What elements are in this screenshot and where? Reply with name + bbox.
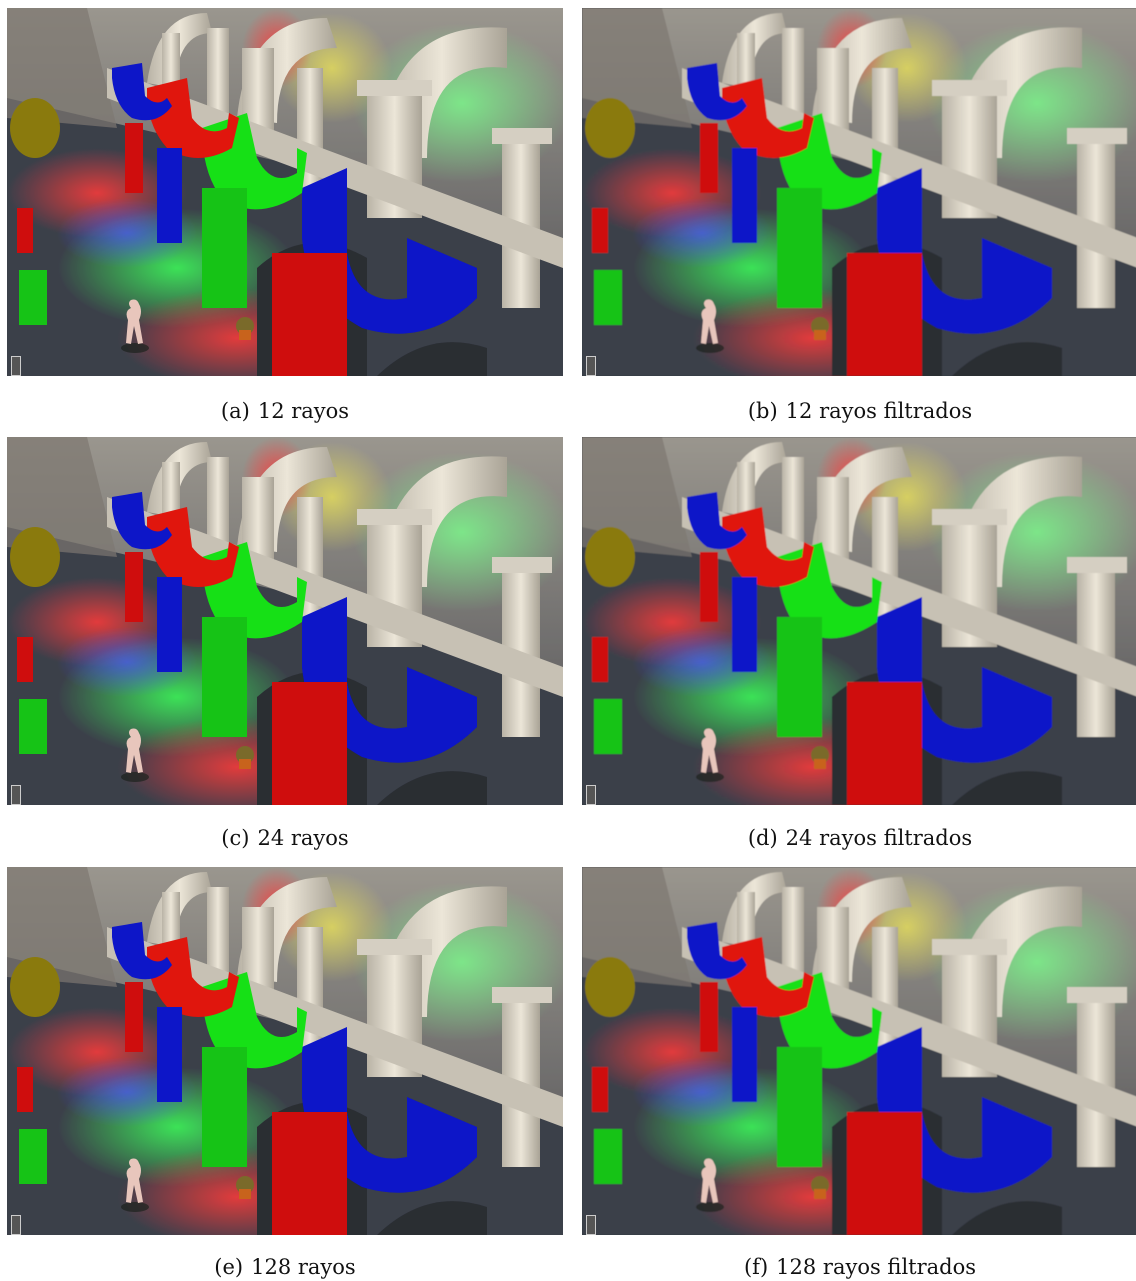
caption-e: (e) 128 rayos xyxy=(7,1255,563,1279)
axis-gizmo xyxy=(586,356,596,376)
caption-d: (d) 24 rayos filtrados xyxy=(582,826,1136,850)
caption-tag: (f) xyxy=(743,1255,769,1279)
caption-text: 128 rayos xyxy=(251,1255,356,1279)
axis-gizmo xyxy=(11,1215,21,1235)
caption-tag: (d) xyxy=(747,826,778,850)
render-12-rays xyxy=(7,8,563,376)
caption-text: 128 rayos filtrados xyxy=(776,1255,977,1279)
caption-text: 24 rayos xyxy=(257,826,349,850)
caption-f: (f) 128 rayos filtrados xyxy=(582,1255,1136,1279)
caption-tag: (c) xyxy=(221,826,250,850)
caption-text: 24 rayos filtrados xyxy=(785,826,973,850)
caption-tag: (b) xyxy=(747,399,778,423)
caption-text: 12 rayos filtrados xyxy=(785,399,973,423)
caption-tag: (e) xyxy=(214,1255,244,1279)
caption-c: (c) 24 rayos xyxy=(7,826,563,850)
render-24-rays xyxy=(7,437,563,805)
caption-b: (b) 12 rayos filtrados xyxy=(582,399,1136,423)
render-12-rays-filtered xyxy=(582,8,1136,376)
render-128-rays-filtered xyxy=(582,867,1136,1235)
caption-text: 12 rayos xyxy=(257,399,350,423)
render-128-rays xyxy=(7,867,563,1235)
axis-gizmo xyxy=(586,1215,596,1235)
axis-gizmo xyxy=(11,356,21,376)
caption-a: (a) 12 rayos xyxy=(7,399,563,423)
caption-tag: (a) xyxy=(220,399,250,423)
axis-gizmo xyxy=(11,785,21,805)
axis-gizmo xyxy=(586,785,596,805)
render-24-rays-filtered xyxy=(582,437,1136,805)
